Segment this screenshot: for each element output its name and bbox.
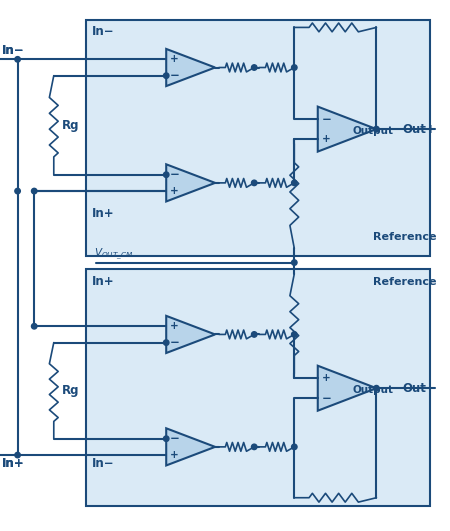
Circle shape — [252, 65, 257, 70]
Text: Rg: Rg — [62, 384, 79, 397]
Text: Out−: Out− — [402, 382, 436, 395]
Text: +: + — [170, 450, 179, 460]
Text: +: + — [322, 134, 330, 144]
FancyBboxPatch shape — [86, 20, 430, 256]
Circle shape — [292, 260, 297, 266]
Polygon shape — [166, 164, 215, 201]
Circle shape — [163, 73, 169, 79]
Circle shape — [32, 323, 37, 329]
Text: Reference: Reference — [374, 277, 437, 287]
Polygon shape — [166, 49, 215, 86]
Circle shape — [15, 189, 20, 194]
Circle shape — [374, 126, 379, 132]
Circle shape — [374, 386, 379, 391]
Text: In+: In+ — [92, 275, 115, 288]
Text: −: − — [170, 432, 180, 445]
Circle shape — [32, 189, 37, 194]
Text: −: − — [322, 113, 332, 126]
Text: Rg: Rg — [62, 119, 79, 132]
Text: In−: In− — [2, 45, 25, 57]
Circle shape — [15, 452, 20, 458]
Text: +: + — [170, 186, 179, 196]
Text: In+: In+ — [2, 457, 25, 470]
Circle shape — [163, 340, 169, 345]
Circle shape — [15, 57, 20, 62]
Circle shape — [163, 172, 169, 177]
Circle shape — [252, 332, 257, 337]
FancyBboxPatch shape — [86, 269, 430, 506]
Text: +: + — [170, 321, 179, 331]
Text: −: − — [170, 69, 180, 82]
Text: Out+: Out+ — [402, 123, 436, 135]
Text: In+: In+ — [2, 457, 25, 470]
Circle shape — [292, 332, 297, 337]
Text: In−: In− — [92, 25, 115, 38]
Text: Reference: Reference — [374, 232, 437, 242]
Circle shape — [252, 180, 257, 186]
Text: −: − — [170, 336, 180, 349]
Text: $V_{OUT\_CM}$: $V_{OUT\_CM}$ — [94, 246, 133, 262]
Text: Output: Output — [353, 385, 394, 395]
Polygon shape — [166, 429, 215, 466]
Circle shape — [252, 444, 257, 450]
Text: In−: In− — [92, 457, 115, 469]
Text: −: − — [170, 168, 180, 181]
Text: In−: In− — [2, 45, 25, 57]
Text: −: − — [322, 391, 332, 405]
Circle shape — [292, 180, 297, 186]
Polygon shape — [318, 366, 377, 410]
Polygon shape — [166, 316, 215, 353]
Circle shape — [292, 65, 297, 70]
Text: In+: In+ — [92, 207, 115, 220]
Circle shape — [292, 444, 297, 450]
Polygon shape — [318, 107, 377, 151]
Circle shape — [163, 436, 169, 441]
Text: Output: Output — [353, 126, 394, 136]
Text: +: + — [322, 373, 330, 383]
Text: +: + — [170, 54, 179, 64]
